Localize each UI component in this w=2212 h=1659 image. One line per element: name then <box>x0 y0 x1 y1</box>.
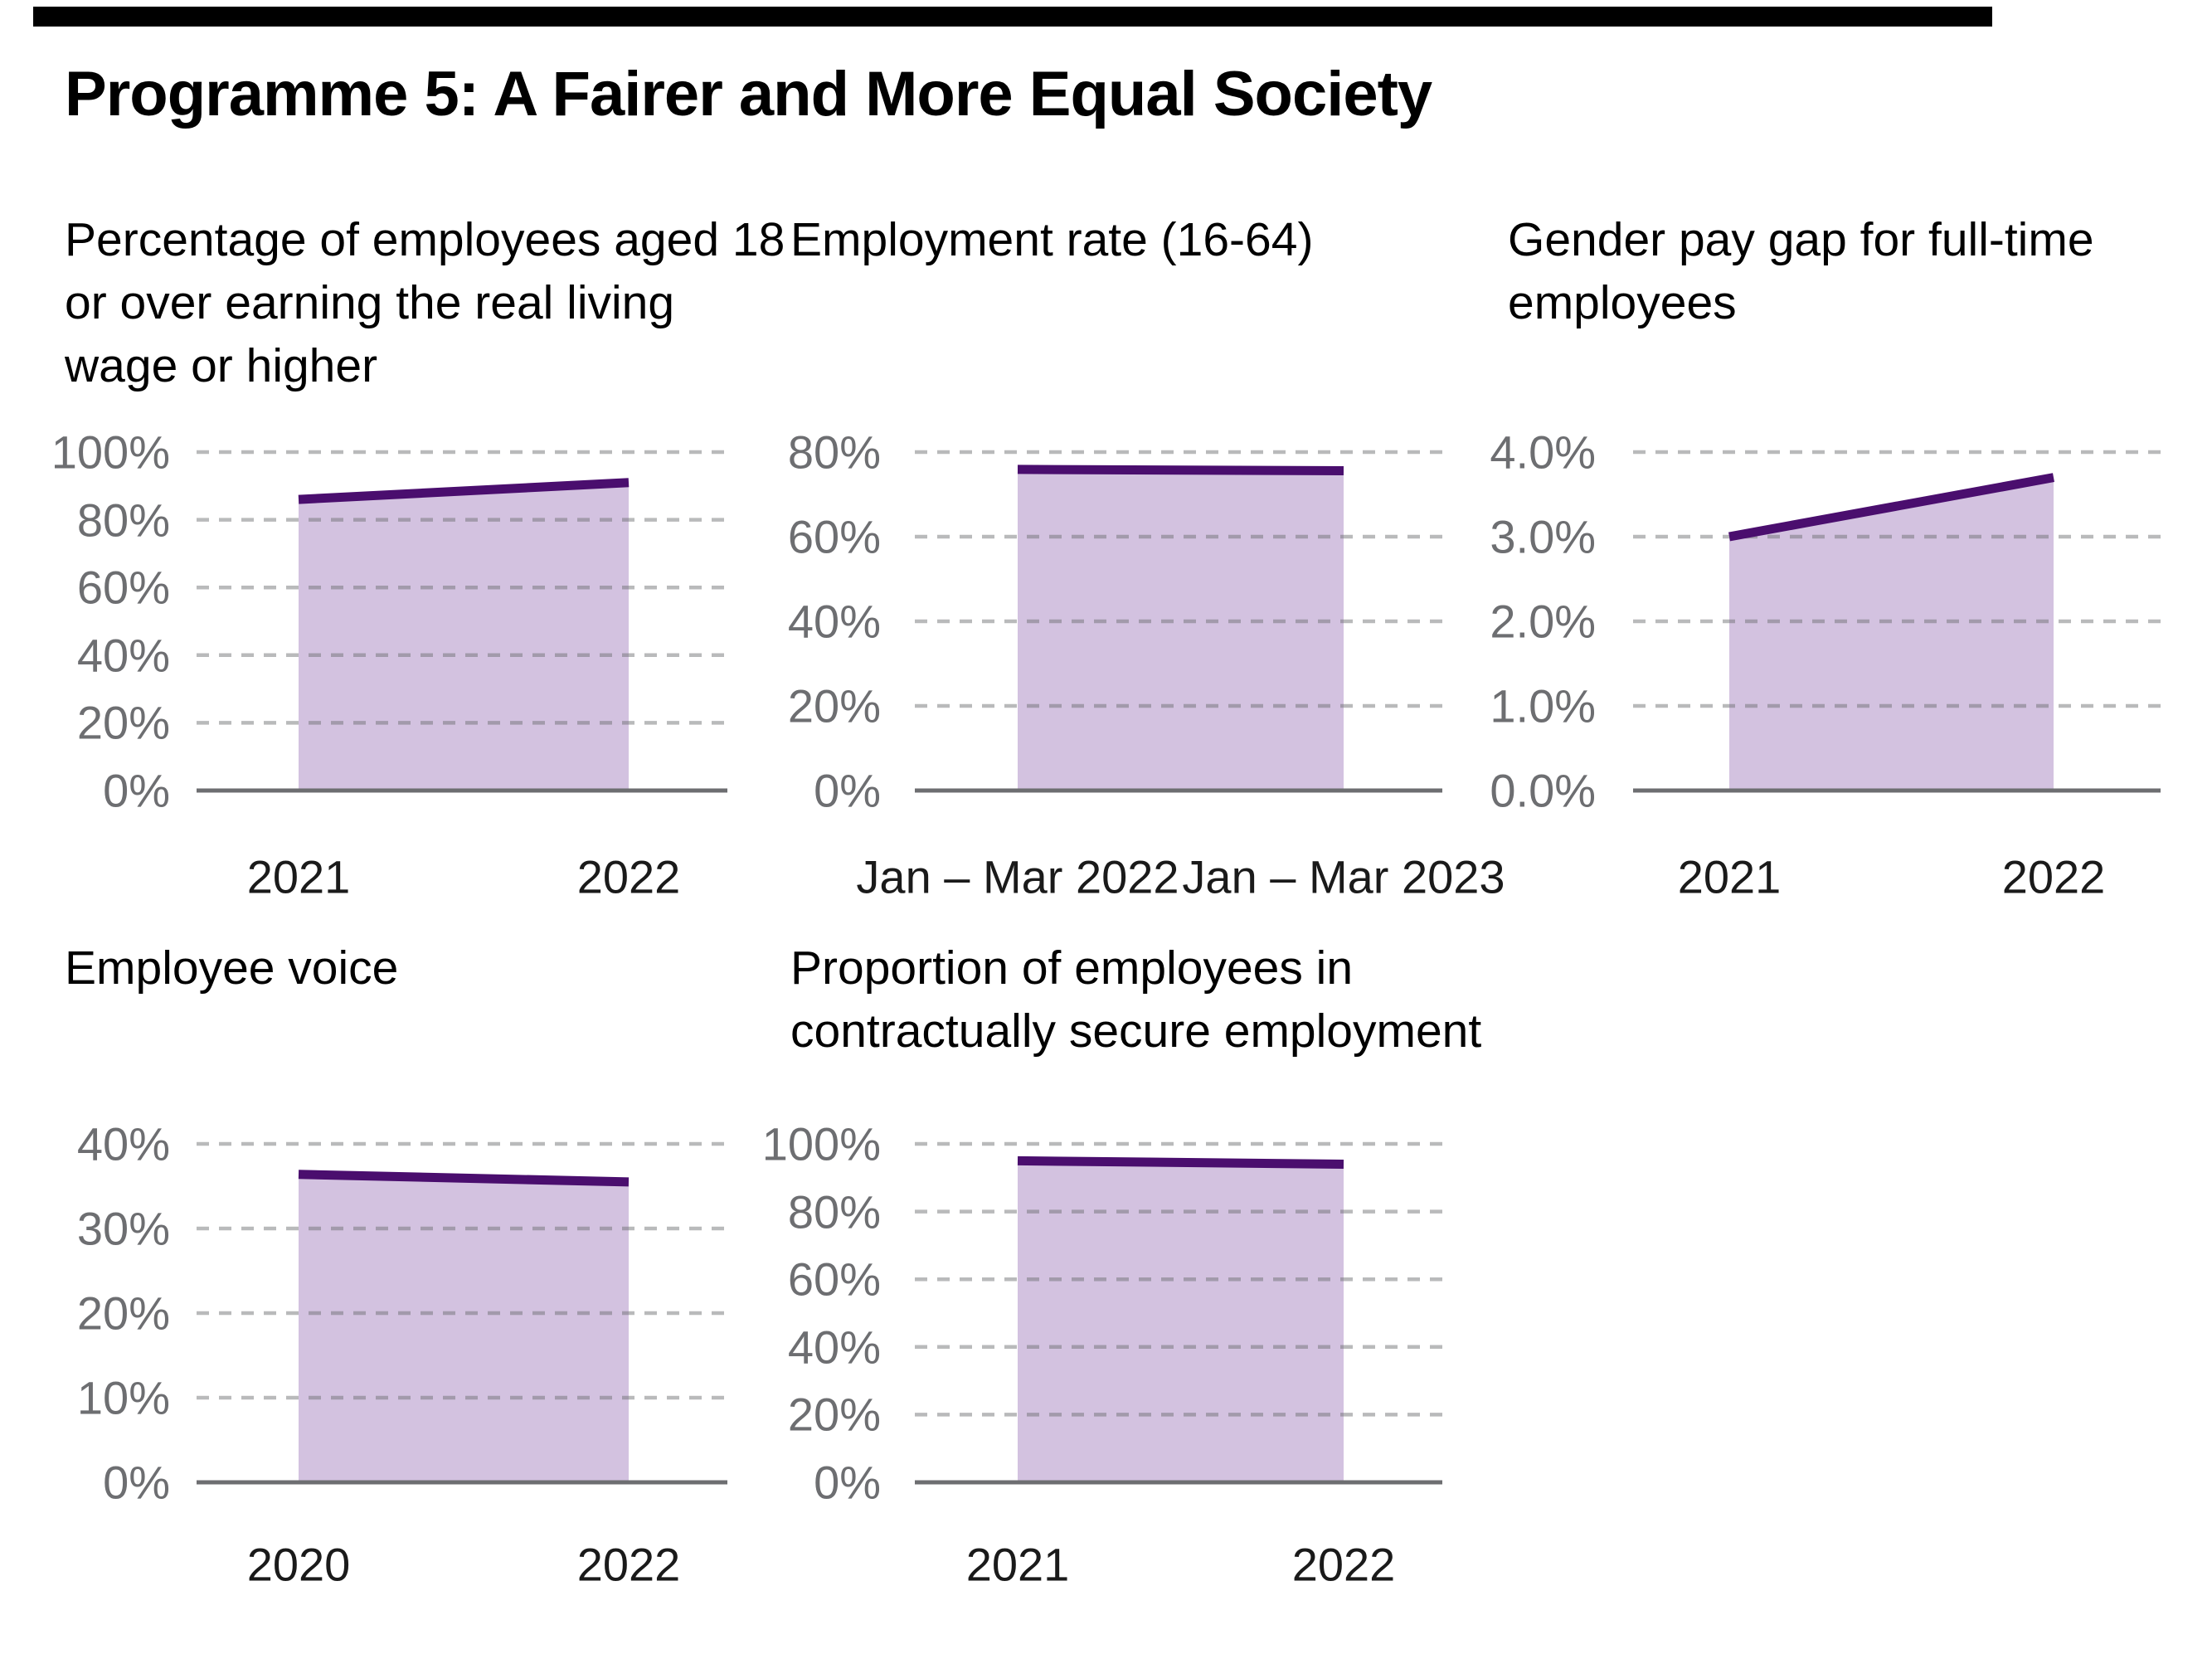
y-axis-tick-label: 100% <box>761 1117 881 1170</box>
x-axis-tick-label: 2022 <box>576 1538 681 1591</box>
y-axis-tick-label: 20% <box>76 1287 170 1340</box>
x-axis-tick-label: 2022 <box>576 850 681 903</box>
area-fill <box>1018 1160 1344 1482</box>
y-axis-tick-label: 30% <box>76 1202 170 1255</box>
chart-title: Employee voice <box>65 941 399 995</box>
y-axis-tick-label: 0% <box>103 764 170 817</box>
x-axis-tick-label: 2021 <box>246 850 351 903</box>
area-fill <box>299 482 629 791</box>
y-axis-tick-label: 0% <box>103 1456 170 1509</box>
trend-line <box>298 478 630 504</box>
y-axis-tick-label: 60% <box>76 561 170 614</box>
trend-line <box>1017 465 1344 475</box>
x-axis-tick-label: 2020 <box>246 1538 351 1591</box>
y-axis-tick-label: 80% <box>76 494 170 547</box>
area-fill <box>1018 469 1344 791</box>
trend-line <box>1728 473 2054 542</box>
chart-title: Employment rate (16-64) <box>790 213 1314 266</box>
y-axis-tick-label: 0.0% <box>1490 764 1596 817</box>
chart-title: Proportion of employees in contractually… <box>790 941 1482 1058</box>
y-axis-tick-label: 60% <box>787 1253 881 1306</box>
x-axis-tick-label: Jan – Mar 2022 <box>856 850 1179 903</box>
x-axis-tick-label: 2022 <box>1291 1538 1396 1591</box>
x-axis-tick-label: 2022 <box>2001 850 2106 903</box>
y-axis-tick-label: 20% <box>787 1388 881 1441</box>
y-axis-tick-label: 4.0% <box>1490 426 1596 479</box>
y-axis-tick-label: 20% <box>76 696 170 749</box>
top-rule-bar <box>33 7 1992 27</box>
y-axis-tick-label: 1.0% <box>1490 679 1596 732</box>
x-axis-tick-label: 2021 <box>965 1538 1070 1591</box>
area-fill <box>299 1174 629 1482</box>
y-axis-tick-label: 0% <box>814 764 881 817</box>
trend-line <box>298 1170 630 1187</box>
x-axis-tick-label: 2021 <box>1677 850 1782 903</box>
y-axis-tick-label: 100% <box>51 426 170 479</box>
y-axis-tick-label: 2.0% <box>1490 595 1596 648</box>
y-axis-tick-label: 40% <box>76 629 170 682</box>
y-axis-tick-label: 40% <box>76 1117 170 1170</box>
y-axis-tick-label: 0% <box>814 1456 881 1509</box>
x-axis-tick-label: Jan – Mar 2023 <box>1182 850 1505 903</box>
chart-title: Percentage of employees aged 18 or over … <box>65 213 785 392</box>
trend-line <box>1017 1155 1344 1169</box>
y-axis-tick-label: 10% <box>76 1371 170 1424</box>
y-axis-tick-label: 40% <box>787 1321 881 1374</box>
y-axis-tick-label: 40% <box>787 595 881 648</box>
area-fill <box>1729 477 2054 791</box>
y-axis-tick-label: 60% <box>787 510 881 563</box>
chart-title: Gender pay gap for full-time employees <box>1508 213 2094 329</box>
y-axis-tick-label: 80% <box>787 1185 881 1238</box>
y-axis-tick-label: 80% <box>787 426 881 479</box>
y-axis-tick-label: 3.0% <box>1490 510 1596 563</box>
y-axis-tick-label: 20% <box>787 679 881 732</box>
page-title: Programme 5: A Fairer and More Equal Soc… <box>65 59 1432 129</box>
